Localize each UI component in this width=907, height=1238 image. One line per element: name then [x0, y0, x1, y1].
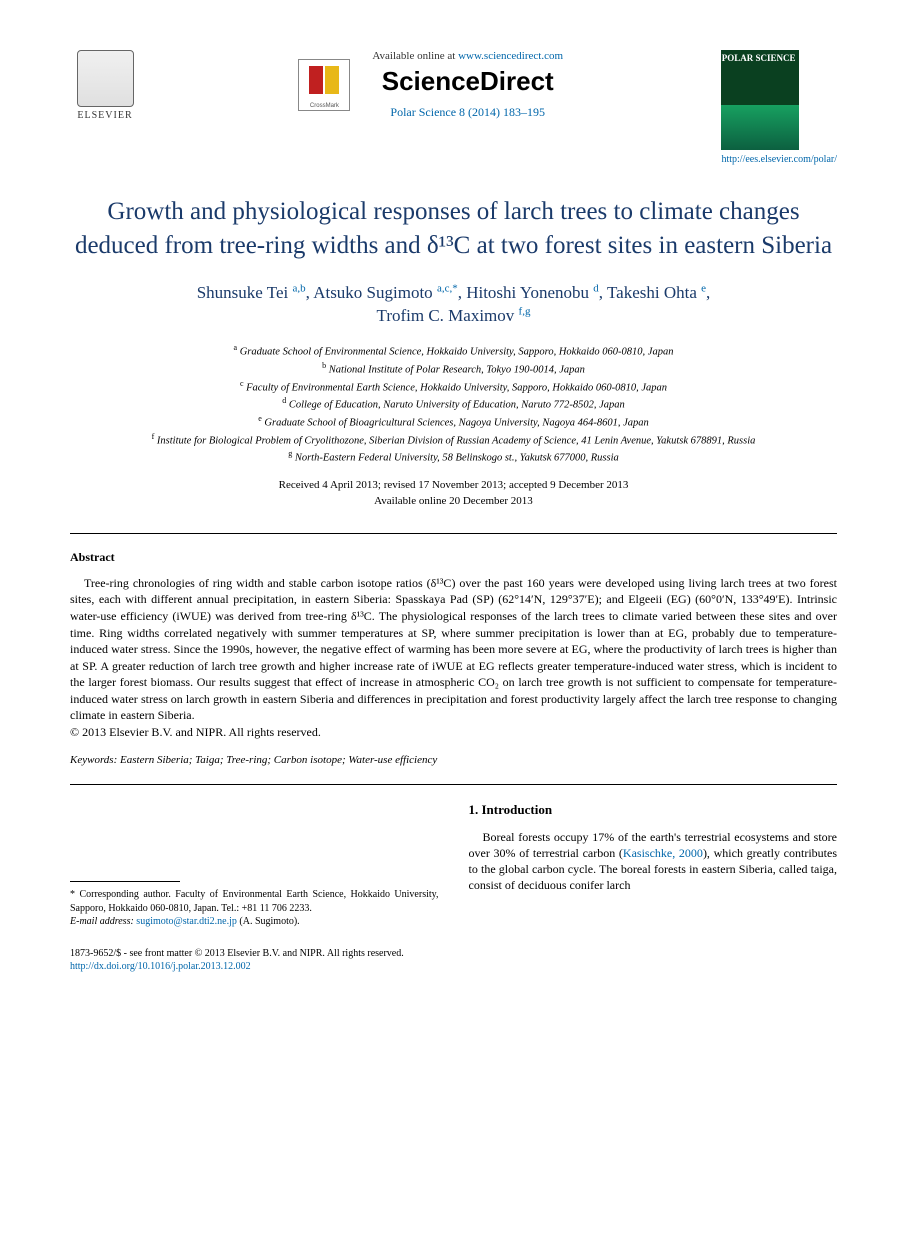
author-aff: d: [593, 282, 599, 294]
article-dates: Received 4 April 2013; revised 17 Novemb…: [70, 478, 837, 509]
crossmark-label: CrossMark: [299, 103, 349, 109]
doi-link[interactable]: http://dx.doi.org/10.1016/j.polar.2013.1…: [70, 961, 251, 972]
author-aff: a,c,*: [437, 282, 458, 294]
available-prefix: Available online at: [372, 50, 458, 62]
footer-block: 1873-9652/$ - see front matter © 2013 El…: [70, 947, 837, 974]
affiliation-b: b National Institute of Polar Research, …: [70, 360, 837, 378]
citation-kasischke[interactable]: Kasischke, 2000: [623, 846, 703, 860]
author-1: Shunsuke Tei a,b: [197, 283, 306, 302]
email-label: E-mail address:: [70, 916, 136, 927]
affiliation-f: f Institute for Biological Problem of Cr…: [70, 431, 837, 449]
available-online-date: Available online 20 December 2013: [70, 494, 837, 509]
abstract-text: Tree-ring chronologies of ring width and…: [70, 575, 837, 724]
elsevier-logo: ELSEVIER: [70, 50, 140, 130]
elsevier-label: ELSEVIER: [77, 110, 132, 121]
journal-cover-block: POLAR SCIENCE http://ees.elsevier.com/po…: [721, 50, 837, 165]
affiliation-d: d College of Education, Naruto Universit…: [70, 395, 837, 413]
affiliation-c: c Faculty of Environmental Earth Science…: [70, 378, 837, 396]
keywords-text: Eastern Siberia; Taiga; Tree-ring; Carbo…: [117, 754, 437, 766]
article-title: Growth and physiological responses of la…: [70, 195, 837, 263]
author-aff: a,b: [292, 282, 305, 294]
author-3: Hitoshi Yonenobu d: [466, 283, 599, 302]
right-column: 1. Introduction Boreal forests occupy 17…: [469, 801, 838, 929]
available-online-text: Available online at www.sciencedirect.co…: [372, 50, 563, 62]
author-2: Atsuko Sugimoto a,c,*: [313, 283, 458, 302]
abstract-heading: Abstract: [70, 550, 837, 565]
author-5: Trofim C. Maximov f,g: [377, 306, 531, 325]
author-list: Shunsuke Tei a,b, Atsuko Sugimoto a,c,*,…: [70, 281, 837, 329]
elsevier-tree-icon: [77, 50, 134, 107]
sciencedirect-link[interactable]: www.sciencedirect.com: [458, 50, 563, 62]
divider-top: [70, 533, 837, 534]
abstract-copyright: © 2013 Elsevier B.V. and NIPR. All right…: [70, 724, 837, 741]
corresponding-author-footnote: * Corresponding author. Faculty of Envir…: [70, 888, 439, 929]
received-revised-accepted: Received 4 April 2013; revised 17 Novemb…: [70, 478, 837, 493]
author-name: Hitoshi Yonenobu: [466, 283, 589, 302]
corr-email-author: (A. Sugimoto).: [237, 916, 300, 927]
crossmark-icon[interactable]: CrossMark: [298, 59, 350, 111]
abstract-body: Tree-ring chronologies of ring width and…: [70, 575, 837, 740]
introduction-paragraph: Boreal forests occupy 17% of the earth's…: [469, 829, 838, 894]
keywords-label: Keywords:: [70, 754, 117, 766]
corr-email-line: E-mail address: sugimoto@star.dti2.ne.jp…: [70, 915, 439, 929]
author-name: Takeshi Ohta: [607, 283, 697, 302]
keywords-line: Keywords: Eastern Siberia; Taiga; Tree-r…: [70, 754, 837, 766]
left-column: * Corresponding author. Faculty of Envir…: [70, 801, 439, 929]
journal-cover-title: POLAR SCIENCE: [722, 54, 796, 63]
journal-cover-image: POLAR SCIENCE: [721, 50, 799, 150]
introduction-heading: 1. Introduction: [469, 801, 838, 819]
affiliation-list: a Graduate School of Environmental Scien…: [70, 342, 837, 466]
divider-bottom: [70, 784, 837, 785]
affiliation-a: a Graduate School of Environmental Scien…: [70, 342, 837, 360]
footnote-rule: [70, 881, 180, 882]
author-name: Atsuko Sugimoto: [313, 283, 433, 302]
corr-email-link[interactable]: sugimoto@star.dti2.ne.jp: [136, 916, 237, 927]
author-name: Shunsuke Tei: [197, 283, 289, 302]
sciencedirect-logo: ScienceDirect: [372, 66, 563, 97]
author-4: Takeshi Ohta e: [607, 283, 706, 302]
journal-homepage-link[interactable]: http://ees.elsevier.com/polar/: [721, 154, 837, 165]
affiliation-g: g North-Eastern Federal University, 58 B…: [70, 448, 837, 466]
journal-reference: Polar Science 8 (2014) 183–195: [372, 105, 563, 120]
author-name: Trofim C. Maximov: [377, 306, 515, 325]
author-aff: e: [701, 282, 706, 294]
affiliation-e: e Graduate School of Bioagricultural Sci…: [70, 413, 837, 431]
paper-header: ELSEVIER CrossMark Available online at w…: [70, 50, 837, 165]
issn-line: 1873-9652/$ - see front matter © 2013 El…: [70, 947, 837, 961]
corr-author-text: * Corresponding author. Faculty of Envir…: [70, 888, 439, 915]
author-aff: f,g: [519, 306, 531, 318]
